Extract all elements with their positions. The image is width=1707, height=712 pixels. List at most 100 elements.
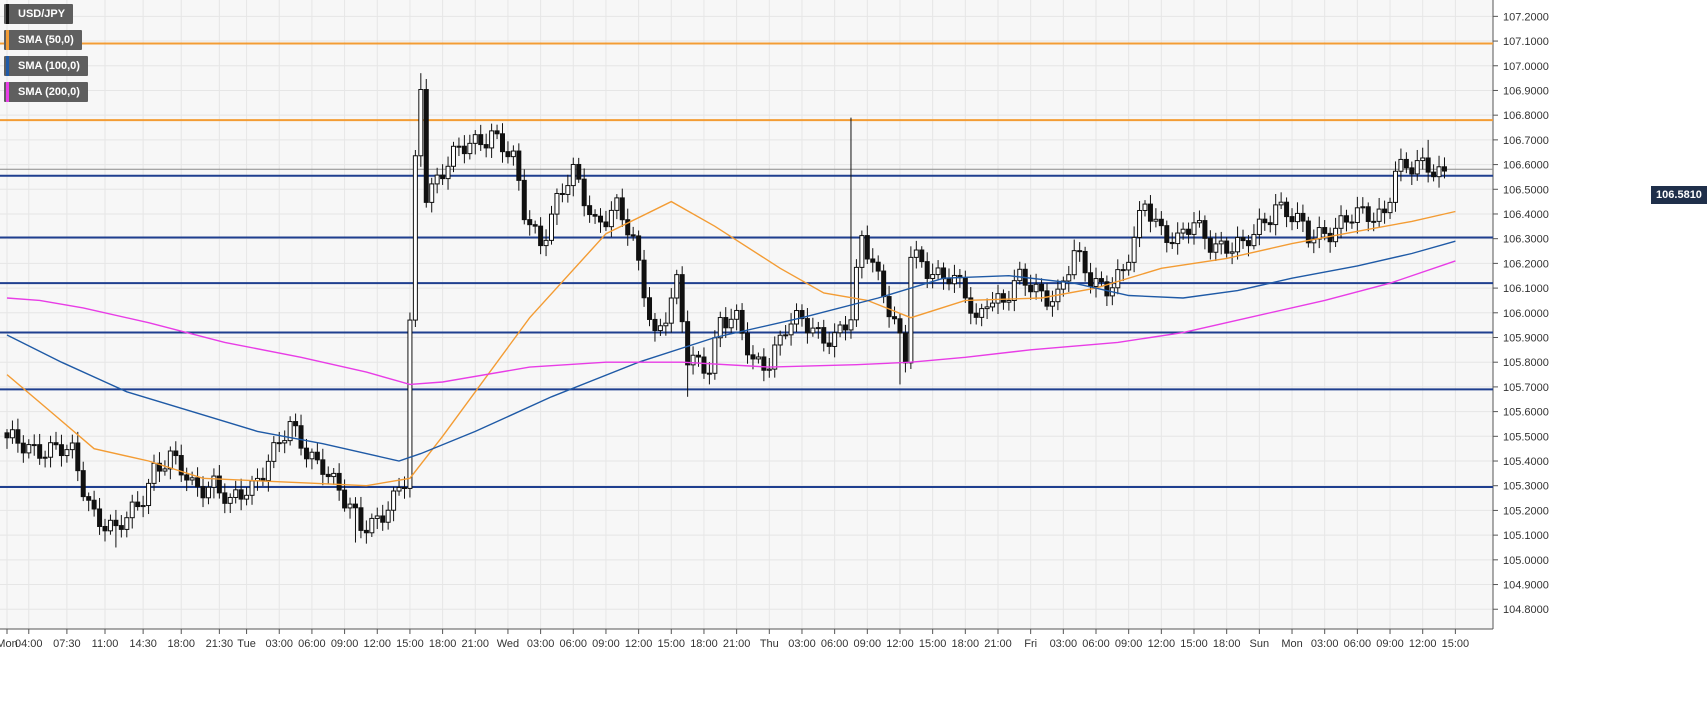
candle-body[interactable] bbox=[48, 442, 54, 458]
candle-body[interactable] bbox=[576, 163, 582, 180]
candle-body[interactable] bbox=[1104, 281, 1110, 297]
legend-sma50[interactable]: SMA (50,0) bbox=[4, 30, 82, 50]
candle-body[interactable] bbox=[189, 477, 195, 481]
candle-body[interactable] bbox=[233, 489, 239, 498]
candle-body[interactable] bbox=[1213, 243, 1219, 253]
candle-body[interactable] bbox=[1077, 250, 1083, 253]
candle-body[interactable] bbox=[935, 267, 941, 276]
candle-body[interactable] bbox=[1441, 166, 1447, 172]
candle-body[interactable] bbox=[565, 185, 571, 195]
candle-body[interactable] bbox=[483, 144, 489, 149]
candle-body[interactable] bbox=[1376, 208, 1382, 222]
candle-body[interactable] bbox=[1218, 240, 1224, 245]
candle-body[interactable] bbox=[946, 278, 952, 285]
candle-body[interactable] bbox=[195, 477, 201, 488]
candle-body[interactable] bbox=[58, 444, 64, 457]
candle-body[interactable] bbox=[1202, 220, 1208, 239]
candle-body[interactable] bbox=[401, 486, 407, 489]
candle-body[interactable] bbox=[385, 509, 391, 523]
candle-body[interactable] bbox=[37, 444, 43, 459]
candle-body[interactable] bbox=[271, 442, 277, 462]
candle-body[interactable] bbox=[1338, 215, 1344, 229]
candle-body[interactable] bbox=[1006, 299, 1012, 303]
candle-body[interactable] bbox=[135, 501, 141, 508]
candle-body[interactable] bbox=[1066, 274, 1072, 282]
candle-body[interactable] bbox=[979, 308, 985, 318]
candle-body[interactable] bbox=[554, 192, 560, 215]
candle-body[interactable] bbox=[647, 297, 653, 320]
candle-body[interactable] bbox=[423, 89, 429, 203]
candle-body[interactable] bbox=[499, 133, 505, 153]
candle-body[interactable] bbox=[1120, 269, 1126, 272]
candle-body[interactable] bbox=[1158, 218, 1164, 227]
candle-body[interactable] bbox=[750, 354, 756, 360]
candle-body[interactable] bbox=[1093, 278, 1099, 287]
candle-body[interactable] bbox=[1398, 158, 1404, 172]
candle-body[interactable] bbox=[608, 209, 614, 228]
candle-body[interactable] bbox=[761, 356, 767, 371]
candle-body[interactable] bbox=[1420, 157, 1426, 162]
candle-body[interactable] bbox=[559, 192, 565, 195]
candle-body[interactable] bbox=[652, 318, 658, 332]
candle-body[interactable] bbox=[516, 150, 522, 181]
candle-body[interactable] bbox=[1060, 280, 1066, 290]
candle-body[interactable] bbox=[527, 219, 533, 226]
candle-body[interactable] bbox=[995, 293, 1001, 304]
candle-body[interactable] bbox=[298, 425, 304, 449]
candle-body[interactable] bbox=[331, 472, 337, 478]
sma-line[interactable] bbox=[6, 240, 1456, 462]
candle-body[interactable] bbox=[538, 225, 544, 247]
candle-body[interactable] bbox=[97, 508, 103, 527]
legend-usdjpy[interactable]: USD/JPY bbox=[4, 4, 74, 24]
candle-body[interactable] bbox=[1175, 232, 1181, 245]
candle-body[interactable] bbox=[282, 440, 288, 444]
candle-body[interactable] bbox=[875, 261, 881, 272]
candle-body[interactable] bbox=[619, 197, 625, 221]
candle-body[interactable] bbox=[636, 235, 642, 261]
candle-body[interactable] bbox=[908, 256, 914, 364]
candle-body[interactable] bbox=[178, 455, 184, 476]
candle-body[interactable] bbox=[1028, 284, 1034, 293]
candle-body[interactable] bbox=[69, 442, 75, 451]
candle-body[interactable] bbox=[592, 214, 598, 217]
candle-body[interactable] bbox=[1131, 236, 1137, 263]
candle-body[interactable] bbox=[440, 174, 446, 180]
candle-body[interactable] bbox=[1267, 222, 1273, 226]
candle-body[interactable] bbox=[478, 134, 484, 146]
candle-body[interactable] bbox=[870, 258, 876, 263]
candle-body[interactable] bbox=[1245, 240, 1251, 247]
candle-body[interactable] bbox=[897, 318, 903, 334]
candle-body[interactable] bbox=[461, 145, 467, 155]
candle-body[interactable] bbox=[1082, 250, 1088, 274]
candle-body[interactable] bbox=[913, 249, 919, 258]
candle-body[interactable] bbox=[657, 325, 663, 332]
candle-body[interactable] bbox=[1142, 203, 1148, 211]
candle-body[interactable] bbox=[706, 372, 712, 375]
candle-body[interactable] bbox=[723, 317, 729, 329]
candle-body[interactable] bbox=[1164, 225, 1170, 243]
candle-body[interactable] bbox=[984, 306, 990, 310]
candle-body[interactable] bbox=[734, 309, 740, 320]
candle-body[interactable] bbox=[864, 235, 870, 260]
candle-body[interactable] bbox=[821, 327, 827, 344]
candle-body[interactable] bbox=[755, 356, 761, 360]
candle-body[interactable] bbox=[211, 475, 217, 488]
candle-body[interactable] bbox=[902, 332, 908, 364]
candle-body[interactable] bbox=[303, 447, 309, 460]
candle-body[interactable] bbox=[113, 519, 119, 527]
candle-body[interactable] bbox=[1414, 160, 1420, 175]
candle-body[interactable] bbox=[342, 489, 348, 509]
candle-body[interactable] bbox=[630, 234, 636, 237]
candle-body[interactable] bbox=[374, 515, 380, 519]
candle-body[interactable] bbox=[1349, 221, 1355, 224]
candle-body[interactable] bbox=[843, 324, 849, 331]
candle-body[interactable] bbox=[1147, 203, 1153, 222]
candle-body[interactable] bbox=[837, 324, 843, 334]
candle-body[interactable] bbox=[75, 442, 81, 472]
candle-body[interactable] bbox=[1284, 201, 1290, 218]
candle-body[interactable] bbox=[1153, 218, 1159, 222]
candle-body[interactable] bbox=[1425, 157, 1431, 173]
candle-body[interactable] bbox=[505, 151, 511, 158]
candle-body[interactable] bbox=[853, 266, 859, 321]
candle-body[interactable] bbox=[216, 475, 222, 494]
